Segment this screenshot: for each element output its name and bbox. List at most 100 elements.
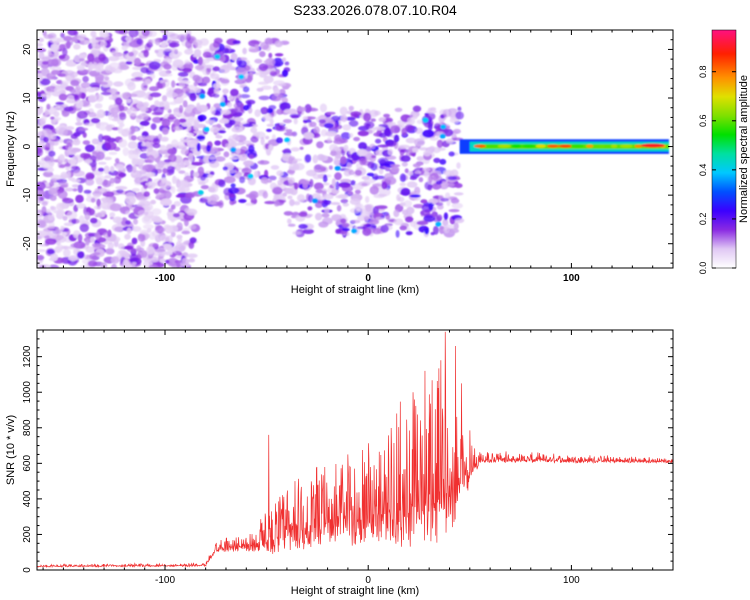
spectrogram-blob xyxy=(429,145,436,152)
carrier-peak xyxy=(497,144,511,148)
spectrogram-blob xyxy=(57,190,68,199)
spectrogram-blob xyxy=(75,194,84,204)
spectrogram-blob xyxy=(331,178,336,187)
spectrogram-blob xyxy=(239,84,245,88)
spectrogram-blob xyxy=(72,139,81,146)
spectrogram-blob xyxy=(40,93,46,98)
spectrogram-blob xyxy=(259,41,270,50)
spectrogram-blob xyxy=(309,121,317,128)
spectrogram-blob xyxy=(80,152,88,159)
spectrogram-blob xyxy=(348,105,354,111)
spectrogram-blob xyxy=(213,87,220,95)
spectrogram-blob xyxy=(95,151,105,160)
spectrogram-blob xyxy=(225,169,237,174)
spectrogram-blob xyxy=(145,172,156,178)
spectrogram-blob xyxy=(378,124,389,128)
spectrogram-hotspot xyxy=(440,124,447,130)
spectrogram-blob xyxy=(167,235,173,244)
spectrogram-blob xyxy=(349,133,354,138)
spectrogram-blob xyxy=(329,152,338,156)
spectrogram-hotspot xyxy=(435,221,442,227)
spectrogram-hotspot xyxy=(238,74,245,80)
spectrogram-blob xyxy=(92,151,98,155)
spectrogram-blob xyxy=(203,64,215,69)
spectrogram-blob xyxy=(405,137,417,144)
spectrogram-blob xyxy=(393,218,404,226)
spectrogram-blob xyxy=(293,201,301,206)
spectrogram-blob xyxy=(196,135,205,140)
spectrogram-blob xyxy=(273,80,285,86)
spectrogram-blob xyxy=(242,105,250,111)
spectrogram-blob xyxy=(161,48,174,52)
spectrogram-blob xyxy=(77,233,83,243)
spectrogram-blob xyxy=(323,193,334,200)
spectrogram-blob xyxy=(46,73,56,80)
spectrogram-blob xyxy=(293,158,303,162)
spectrogram-blob xyxy=(144,78,152,85)
spectrogram-blob xyxy=(275,137,283,144)
spectrogram-blob xyxy=(362,227,372,236)
spectrogram-blob xyxy=(130,135,137,141)
spectrogram-blob xyxy=(168,114,175,118)
carrier-peak xyxy=(473,144,487,148)
spectrogram-blob xyxy=(222,88,229,94)
spectrogram-blob xyxy=(210,72,215,77)
spectrogram-blob xyxy=(228,135,240,142)
spectrogram-blob xyxy=(263,75,274,84)
spectrogram-blob xyxy=(287,195,293,200)
spectrogram-blob xyxy=(416,156,424,161)
spectrogram-blob xyxy=(423,214,436,223)
spectrogram-blob xyxy=(94,93,104,103)
spectrogram-blob xyxy=(104,156,112,161)
spectrogram-blob xyxy=(406,206,415,215)
spectrogram-blob xyxy=(146,246,155,255)
spectrogram-blob xyxy=(114,97,123,106)
spectrogram-blob xyxy=(184,106,193,114)
carrier-peak xyxy=(535,144,547,148)
figure-title: S233.2026.078.07.10.R04 xyxy=(293,2,457,18)
spectrogram-blob xyxy=(412,105,422,113)
spectrogram-blob xyxy=(197,114,207,122)
spectrogram-blob xyxy=(385,213,391,220)
spectrogram-blob xyxy=(143,215,151,222)
spectrogram-blob xyxy=(193,81,198,87)
spectrogram-blob xyxy=(44,225,55,230)
spectrogram-blob xyxy=(44,238,57,245)
spectrogram-blob xyxy=(46,91,53,96)
spectrogram-blob xyxy=(191,161,203,166)
spectrogram-blob xyxy=(425,112,436,121)
spectrogram-blob xyxy=(313,164,325,173)
spectrogram-blob xyxy=(303,132,315,140)
spectrogram-blob xyxy=(399,149,405,156)
spectrogram-blob xyxy=(259,73,267,78)
spectrogram-blob xyxy=(96,205,101,210)
colorbar: 0.0 0.2 0.4 0.6 0.8 Normalized spectral ampl… xyxy=(698,29,750,274)
spectrogram-blob xyxy=(37,230,48,237)
spectrogram-blob xyxy=(448,151,455,157)
spectrogram-blob xyxy=(91,138,99,145)
spectrogram-blob xyxy=(59,164,66,169)
spectrogram-blob xyxy=(103,165,110,175)
spectrogram-blob xyxy=(313,126,320,135)
spectrogram-blob xyxy=(139,200,146,204)
spectrogram-blob xyxy=(347,154,355,159)
spectrogram-blob xyxy=(90,217,98,224)
spectrogram-blob xyxy=(125,60,133,65)
spectrogram-blob xyxy=(409,176,417,181)
spectrogram-blob xyxy=(104,64,113,74)
spectrogram-blob xyxy=(110,107,120,114)
spectrogram-blob xyxy=(95,37,105,41)
spectrogram-blob xyxy=(277,179,283,186)
spectrogram-blob xyxy=(105,141,117,151)
spectrogram-blob xyxy=(363,112,372,122)
spectrogram-blob xyxy=(65,126,75,131)
carrier-peak xyxy=(598,144,606,148)
spectrogram-blob xyxy=(230,183,236,188)
spectrogram-blob xyxy=(60,225,65,231)
spectrogram-blob xyxy=(373,126,386,131)
spectrogram-blob xyxy=(176,260,181,268)
spectrogram-blob xyxy=(372,227,382,235)
spectrogram-blob xyxy=(50,174,62,181)
spectrogram-blob xyxy=(423,171,430,178)
carrier-peak xyxy=(486,144,499,148)
